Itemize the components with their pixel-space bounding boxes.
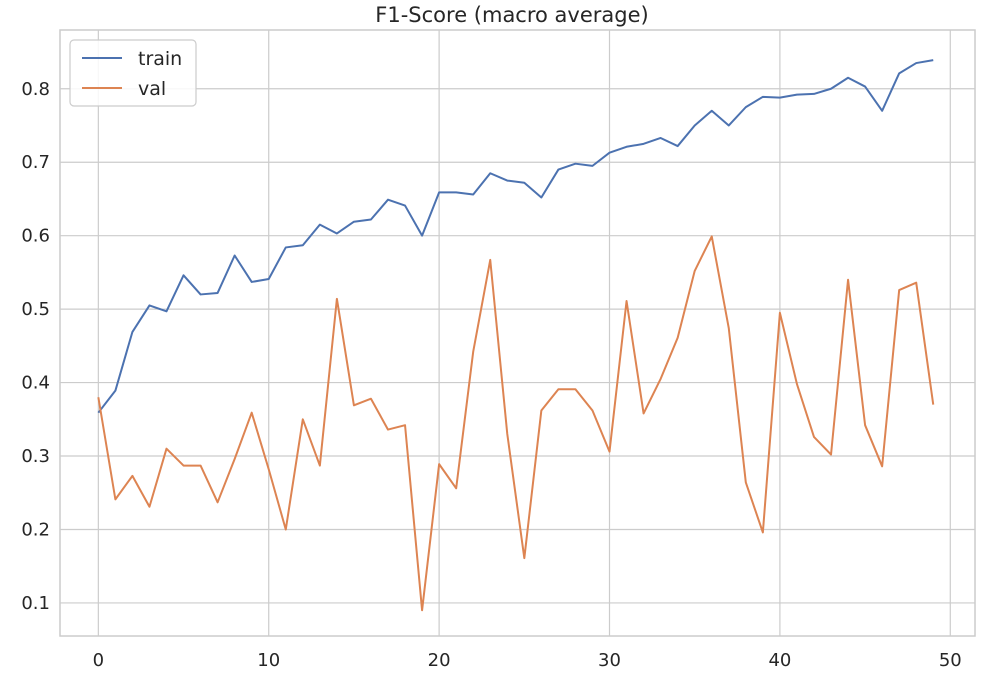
y-tick-label: 0.6 [21, 226, 50, 247]
y-tick-label: 0.8 [21, 79, 50, 100]
legend: train val [69, 39, 197, 107]
legend-box [69, 39, 197, 107]
x-tick-label: 30 [598, 650, 621, 671]
series-layer [97, 59, 935, 612]
series-line-val [97, 235, 935, 612]
y-tick-label: 0.5 [21, 299, 50, 320]
x-tick-label: 40 [768, 650, 791, 671]
y-tick-label: 0.2 [21, 519, 50, 540]
legend-label-val: val [138, 78, 166, 100]
y-tick-label: 0.4 [21, 373, 50, 394]
series-line-train [97, 59, 934, 414]
legend-label-train: train [138, 48, 182, 70]
y-tick-label: 0.3 [21, 446, 50, 467]
x-tick-label: 0 [93, 650, 104, 671]
y-tick-label: 0.7 [21, 152, 50, 173]
grid-layer: 0 10 20 30 40 50 0.1 0.2 0.3 0.4 0.5 0.6 0.7 0.8 [21, 30, 975, 671]
x-tick-label: 50 [939, 650, 962, 671]
chart-title: F1-Score (macro average) [375, 3, 648, 27]
x-tick-label: 10 [257, 650, 280, 671]
plot-frame [59, 29, 976, 637]
x-tick-label: 20 [428, 650, 451, 671]
y-tick-label: 0.1 [21, 593, 50, 614]
